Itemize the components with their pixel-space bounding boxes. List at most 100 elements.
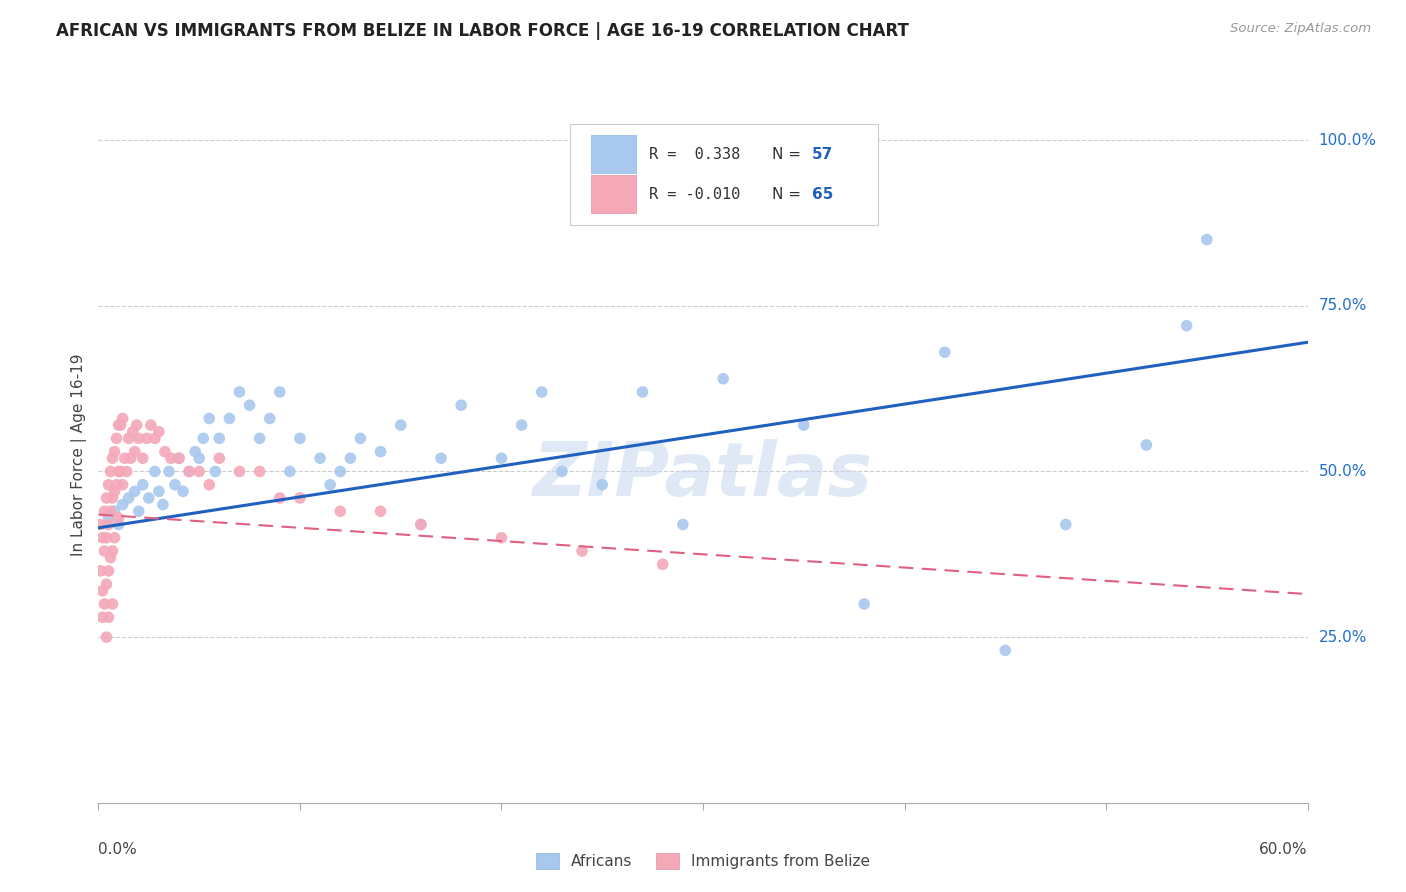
Point <box>135 431 157 445</box>
Point <box>93 597 115 611</box>
Point <box>269 491 291 505</box>
Point <box>111 477 134 491</box>
Point <box>97 511 120 525</box>
Point <box>239 398 262 412</box>
Text: 65: 65 <box>811 186 834 202</box>
Point <box>105 477 128 491</box>
Point <box>148 484 170 499</box>
Point <box>148 425 170 439</box>
Text: Source: ZipAtlas.com: Source: ZipAtlas.com <box>1230 22 1371 36</box>
Point <box>591 477 613 491</box>
Point <box>110 465 132 479</box>
Point <box>89 517 111 532</box>
Text: N =: N = <box>772 186 806 202</box>
Point <box>101 491 124 505</box>
Point <box>188 465 211 479</box>
Point <box>100 504 122 518</box>
Point <box>118 431 141 445</box>
Point <box>934 345 956 359</box>
Point <box>139 418 162 433</box>
Point <box>208 451 231 466</box>
Point <box>249 431 271 445</box>
Text: 57: 57 <box>811 147 834 161</box>
Point <box>100 550 122 565</box>
Bar <box>591 175 637 213</box>
Bar <box>591 136 637 173</box>
Text: 25.0%: 25.0% <box>1319 630 1367 645</box>
Point <box>370 504 392 518</box>
Point <box>107 511 129 525</box>
Point <box>228 384 250 399</box>
Point <box>329 465 352 479</box>
Point <box>349 431 371 445</box>
Point <box>177 465 201 479</box>
Point <box>124 484 146 499</box>
Point <box>132 477 155 491</box>
Text: R = -0.010: R = -0.010 <box>648 186 740 202</box>
Point <box>96 531 118 545</box>
Point <box>631 384 654 399</box>
Point <box>218 411 240 425</box>
Point <box>228 465 250 479</box>
Point <box>430 451 453 466</box>
Point <box>103 444 125 458</box>
Point <box>672 517 695 532</box>
Point <box>111 498 134 512</box>
Point <box>143 431 166 445</box>
Point <box>551 465 574 479</box>
Point <box>143 465 166 479</box>
Point <box>89 564 111 578</box>
Point <box>107 517 129 532</box>
Point <box>101 544 124 558</box>
Point <box>97 517 120 532</box>
Point <box>132 451 155 466</box>
Point <box>198 477 221 491</box>
Point <box>101 451 124 466</box>
Point <box>450 398 472 412</box>
Point <box>288 491 311 505</box>
Point <box>1195 233 1218 247</box>
Point <box>491 531 513 545</box>
Point <box>157 465 180 479</box>
Point <box>259 411 281 425</box>
Point <box>184 444 207 458</box>
Point <box>103 531 125 545</box>
Point <box>105 431 128 445</box>
Point <box>91 610 114 624</box>
Point <box>120 451 142 466</box>
Point <box>1135 438 1157 452</box>
Point <box>160 451 183 466</box>
Point <box>249 465 271 479</box>
Point <box>409 517 432 532</box>
FancyBboxPatch shape <box>569 124 879 226</box>
Point <box>793 418 815 433</box>
Point <box>309 451 332 466</box>
Point <box>97 564 120 578</box>
Point <box>111 411 134 425</box>
Point <box>370 444 392 458</box>
Point <box>163 477 186 491</box>
Point <box>110 418 132 433</box>
Point <box>93 504 115 518</box>
Point <box>339 451 361 466</box>
Point <box>651 558 673 572</box>
Point <box>96 577 118 591</box>
Point <box>409 517 432 532</box>
Text: 60.0%: 60.0% <box>1260 842 1308 856</box>
Point <box>128 431 150 445</box>
Legend: Africans, Immigrants from Belize: Africans, Immigrants from Belize <box>530 847 876 875</box>
Point <box>278 465 301 479</box>
Point <box>138 491 160 505</box>
Point <box>1175 318 1198 333</box>
Point <box>193 431 215 445</box>
Point <box>329 504 352 518</box>
Point <box>319 477 342 491</box>
Point <box>491 451 513 466</box>
Point <box>107 465 129 479</box>
Text: AFRICAN VS IMMIGRANTS FROM BELIZE IN LABOR FORCE | AGE 16-19 CORRELATION CHART: AFRICAN VS IMMIGRANTS FROM BELIZE IN LAB… <box>56 22 910 40</box>
Point <box>128 504 150 518</box>
Point <box>107 418 129 433</box>
Point <box>93 544 115 558</box>
Point <box>124 444 146 458</box>
Text: R =  0.338: R = 0.338 <box>648 147 740 161</box>
